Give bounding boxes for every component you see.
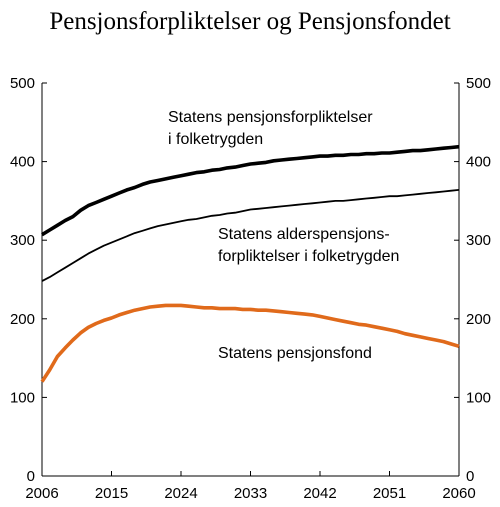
axes: 0 0 100 100 200 200 300 300 400 400 500 500 2006 2015… — [10, 75, 491, 502]
x-tick-label: 2042 — [303, 485, 336, 502]
y-tick-label-left: 200 — [10, 311, 35, 328]
series-line-forpliktelser — [41, 144, 460, 237]
x-tick-label: 2033 — [234, 485, 267, 502]
x-tick-label: 2006 — [25, 485, 58, 502]
y-tick-label-left: 0 — [27, 468, 35, 485]
series-line-alderspensjon — [41, 189, 460, 282]
x-tick-label: 2051 — [373, 485, 406, 502]
chart-title: Pensjonsforpliktelser og Pensjonsfondet — [49, 8, 450, 35]
annotation-pensjonsfond: Statens pensjonsfond — [218, 345, 372, 362]
y-tick-label-right: 200 — [466, 311, 491, 328]
annotation-forpliktelser-line1: Statens pensjonsforpliktelser — [168, 109, 373, 126]
y-tick-label-right: 500 — [466, 75, 491, 92]
y-tick-label-right: 0 — [466, 468, 474, 485]
annotation-alderspensjon-line1: Statens alderspensjons- — [218, 226, 390, 243]
x-tick-label: 2015 — [95, 485, 128, 502]
x-tick-label: 2060 — [442, 485, 475, 502]
annotation-forpliktelser-line2: i folketrygden — [168, 131, 263, 148]
y-tick-label-right: 100 — [466, 389, 491, 406]
series-layer — [40, 144, 460, 383]
annotation-alderspensjon-line2: forpliktelser i folketrygden — [218, 248, 399, 265]
y-tick-label-right: 300 — [466, 232, 491, 249]
y-tick-label-left: 400 — [10, 154, 35, 171]
y-tick-label-right: 400 — [466, 154, 491, 171]
x-tick-label: 2024 — [164, 485, 197, 502]
y-tick-label-left: 100 — [10, 389, 35, 406]
series-line-pensjonsfond — [40, 303, 460, 383]
y-tick-label-left: 500 — [10, 75, 35, 92]
y-tick-label-left: 300 — [10, 232, 35, 249]
